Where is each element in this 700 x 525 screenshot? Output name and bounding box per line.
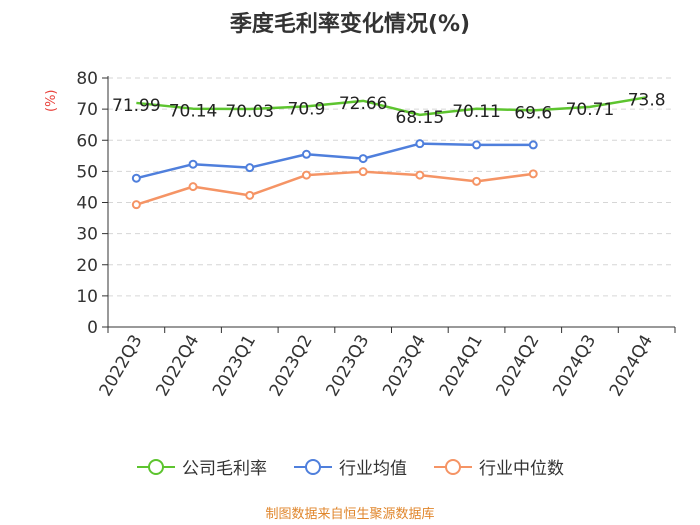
data-point bbox=[301, 170, 311, 180]
y-tick-label: 30 bbox=[76, 225, 98, 245]
legend: 公司毛利率 行业均值 行业中位数 bbox=[0, 454, 700, 479]
legend-item-industry-average[interactable]: 行业均值 bbox=[293, 454, 407, 479]
data-label: 73.8 bbox=[628, 90, 666, 110]
data-label: 70.9 bbox=[288, 99, 326, 119]
y-tick-label: 60 bbox=[76, 131, 98, 151]
y-tick-label: 50 bbox=[76, 162, 98, 182]
legend-marker-icon bbox=[137, 458, 175, 475]
legend-label: 公司毛利率 bbox=[182, 459, 267, 479]
source-note: 制图数据来自恒生聚源数据库 bbox=[265, 507, 435, 522]
y-tick-label: 20 bbox=[76, 256, 98, 276]
data-label: 70.03 bbox=[225, 102, 274, 122]
x-tick-label: 2023Q1 bbox=[209, 332, 260, 400]
legend-label: 行业中位数 bbox=[479, 459, 564, 479]
data-label: 70.11 bbox=[452, 102, 501, 122]
x-tick-label: 2024Q1 bbox=[436, 332, 487, 400]
y-tick-label: 70 bbox=[76, 100, 98, 120]
x-tick-label: 2024Q2 bbox=[493, 332, 544, 400]
data-label: 71.99 bbox=[112, 96, 161, 116]
series-lines bbox=[131, 96, 647, 210]
data-label: 72.66 bbox=[339, 94, 388, 114]
data-label: 70.14 bbox=[169, 102, 218, 122]
data-point bbox=[415, 170, 425, 180]
data-point bbox=[415, 139, 425, 149]
y-tick-label: 0 bbox=[87, 318, 98, 338]
x-tick-label: 2022Q4 bbox=[152, 332, 203, 400]
x-tick-label: 2023Q4 bbox=[379, 332, 430, 400]
data-point bbox=[245, 190, 255, 200]
data-point bbox=[472, 176, 482, 186]
gridlines bbox=[108, 77, 675, 297]
data-point bbox=[528, 140, 538, 150]
series-line-0 bbox=[136, 96, 647, 117]
data-point bbox=[245, 163, 255, 173]
legend-item-company-gross-margin[interactable]: 公司毛利率 bbox=[136, 454, 267, 479]
x-tick-label: 2023Q2 bbox=[266, 332, 317, 400]
data-label: 68.15 bbox=[396, 108, 445, 128]
data-point bbox=[131, 200, 141, 210]
data-point bbox=[358, 154, 368, 164]
data-point bbox=[472, 140, 482, 150]
data-label: 69.6 bbox=[514, 103, 552, 123]
y-tick-label: 40 bbox=[76, 194, 98, 214]
chart-title: 季度毛利率变化情况(%) bbox=[229, 12, 471, 37]
x-tick-label: 2022Q3 bbox=[96, 332, 147, 400]
data-point bbox=[358, 167, 368, 177]
legend-item-industry-median[interactable]: 行业中位数 bbox=[433, 454, 564, 479]
series-line-2 bbox=[135, 170, 534, 206]
x-tick-label: 2024Q3 bbox=[549, 332, 600, 400]
data-point bbox=[188, 159, 198, 169]
data-labels: 71.99 70.14 70.03 70.9 72.66 68.15 70.11 69.6 70… bbox=[112, 90, 666, 128]
x-tick-label: 2024Q4 bbox=[606, 332, 657, 400]
data-point bbox=[301, 149, 311, 159]
data-point bbox=[528, 169, 538, 179]
y-tick-label: 10 bbox=[76, 287, 98, 307]
data-point bbox=[131, 173, 141, 183]
legend-marker-icon bbox=[434, 458, 472, 475]
x-tick-label: 2023Q3 bbox=[322, 332, 373, 400]
y-tick-label: 80 bbox=[76, 69, 98, 89]
legend-marker-icon bbox=[294, 458, 332, 475]
series-line-1 bbox=[136, 142, 534, 180]
data-label: 70.71 bbox=[566, 100, 615, 120]
legend-label: 行业均值 bbox=[339, 459, 407, 479]
data-point bbox=[188, 182, 198, 192]
